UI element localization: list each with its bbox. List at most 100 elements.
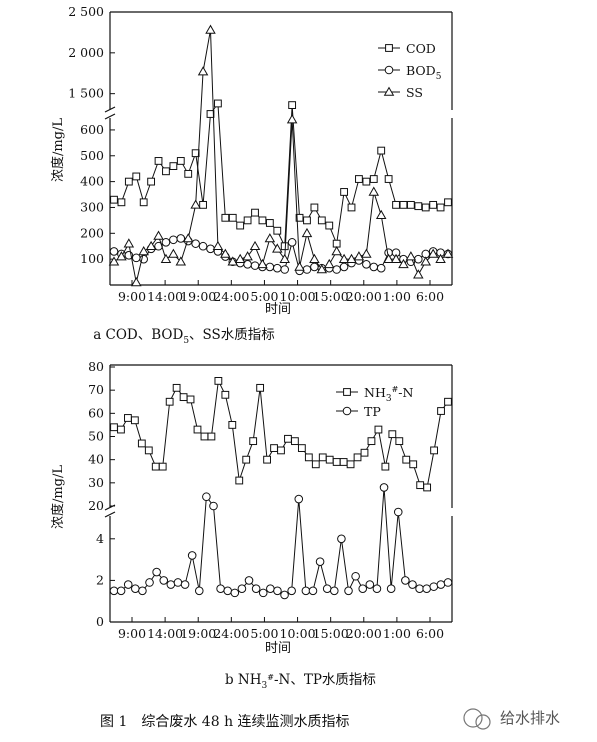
data-point (317, 216, 326, 225)
data-point (123, 238, 135, 248)
data-point (273, 586, 282, 596)
data-point (340, 188, 348, 196)
data-point (277, 446, 285, 455)
wechat-icon-inner (475, 714, 491, 730)
watermark: 给水排水 (463, 708, 560, 730)
data-point (288, 101, 297, 109)
data-point (197, 66, 209, 76)
data-point (444, 397, 452, 406)
y-tick-label: 500 (80, 148, 104, 163)
data-point (145, 240, 157, 251)
data-point (414, 202, 423, 211)
data-point (362, 177, 371, 186)
data-point (137, 439, 146, 448)
data-point (221, 213, 230, 222)
data-point (331, 245, 342, 256)
data-point (243, 216, 252, 225)
data-point (131, 584, 140, 594)
data-point (173, 578, 183, 587)
x-tick-label: 19:00 (180, 626, 216, 641)
data-point (179, 393, 188, 402)
series-square (110, 377, 452, 492)
data-point (337, 534, 346, 544)
legend-marker (343, 388, 351, 396)
data-point (110, 423, 118, 432)
data-point (236, 221, 245, 230)
data-point (347, 203, 356, 212)
data-point (302, 265, 312, 274)
y-tick-label: 1 500 (68, 86, 104, 101)
data-point (315, 557, 325, 566)
data-point (214, 377, 223, 385)
y-tick-label: 2 000 (68, 45, 104, 60)
data-point (392, 200, 400, 209)
data-point (212, 240, 224, 251)
data-point (286, 114, 298, 124)
data-point (200, 432, 209, 441)
data-point (194, 586, 204, 596)
data-point (168, 248, 179, 258)
data-point (398, 258, 409, 269)
data-point (423, 483, 432, 492)
watermark-text: 给水排水 (500, 709, 560, 727)
data-point (444, 198, 452, 207)
data-point (421, 203, 430, 212)
x-tick-label: 1:00 (383, 289, 411, 304)
y-tick-label: 100 (80, 251, 104, 266)
data-point (264, 233, 276, 243)
x-tick-label: 19:00 (180, 289, 216, 304)
data-point (234, 253, 246, 263)
data-point (187, 551, 197, 560)
legend-marker (384, 65, 394, 75)
data-point (151, 462, 160, 471)
data-point (191, 149, 200, 158)
data-point (160, 253, 172, 263)
data-point (147, 177, 156, 186)
data-point (369, 262, 379, 272)
x-tick-label: 14:00 (147, 289, 183, 304)
y-tick-label: 20 (88, 498, 104, 513)
x-axis-title: 时间 (265, 641, 291, 656)
y-tick-label: 2 (96, 572, 104, 587)
data-point (131, 253, 141, 263)
x-tick-label: 5:00 (250, 626, 278, 641)
data-point (124, 177, 133, 186)
y-tick-label: 2 500 (68, 4, 104, 19)
data-point (265, 262, 275, 272)
data-point (230, 588, 240, 598)
legend-label: NH3#-N (364, 385, 414, 404)
x-tick-label: 24:00 (213, 289, 249, 304)
data-point (344, 586, 353, 596)
x-tick-label: 14:00 (147, 626, 183, 641)
data-point (205, 24, 216, 34)
data-point (272, 263, 282, 273)
data-point (383, 253, 394, 263)
data-point (159, 576, 169, 585)
data-point (402, 455, 411, 464)
data-point (318, 453, 327, 462)
data-point (227, 256, 239, 266)
data-point (124, 414, 132, 422)
data-point (367, 437, 376, 446)
data-point (116, 251, 127, 261)
x-tick-label: 10:00 (280, 626, 316, 641)
x-tick-label: 10:00 (280, 289, 316, 304)
legend-marker (342, 406, 352, 416)
data-point (415, 584, 424, 594)
data-point (130, 416, 139, 425)
data-point (169, 235, 178, 245)
data-point (207, 432, 216, 441)
data-point (339, 458, 348, 466)
data-point (186, 395, 195, 404)
data-point (429, 200, 438, 209)
data-point (161, 238, 171, 247)
data-point (368, 186, 380, 196)
series-triangle (108, 24, 454, 287)
data-point (375, 209, 387, 220)
data-point (138, 245, 149, 256)
legend-label: TP (364, 404, 381, 419)
data-point (176, 234, 186, 243)
data-point (279, 253, 290, 263)
data-point (346, 253, 357, 263)
